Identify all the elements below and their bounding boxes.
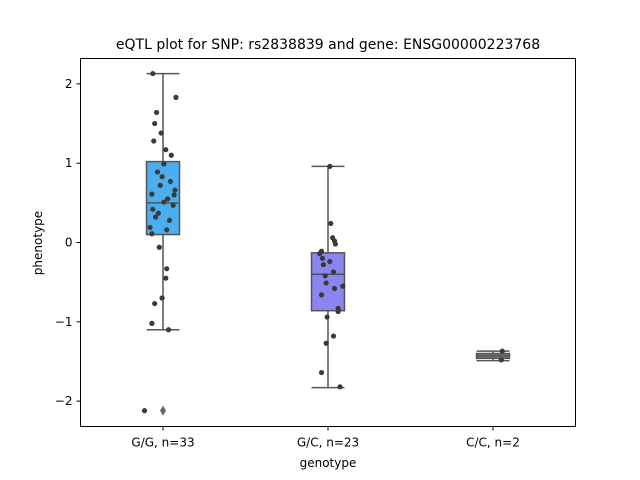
data-point [327,258,333,265]
y-tick-label: 2 [65,77,73,91]
data-point [330,269,337,275]
data-point [161,199,167,205]
data-point [159,295,165,301]
y-tick-label: −2 [55,394,73,408]
data-point [163,147,169,153]
data-point [340,283,346,289]
data-point [163,275,169,281]
data-point [164,227,170,233]
data-point [331,285,338,292]
data-point [153,109,160,116]
data-point [327,163,333,169]
data-point [150,70,156,77]
x-tick-label: G/G, n=33 [131,436,194,450]
data-point [141,408,148,414]
data-point [319,255,326,261]
data-point [156,244,162,250]
data-point [166,217,173,223]
data-point [164,266,170,272]
data-point [161,161,167,167]
outlier-marker [160,405,166,416]
data-point [323,280,329,286]
data-point [167,178,173,185]
data-point [324,314,330,320]
data-point [150,206,156,212]
data-point [154,169,161,175]
data-point [158,130,164,136]
data-point [149,320,155,326]
data-point [149,231,155,237]
data-point [318,369,325,376]
data-point [173,94,179,100]
data-point [323,340,329,346]
plot-area [141,70,511,416]
box-group-1 [141,70,181,416]
data-point [318,292,325,298]
y-tick-label: 1 [65,156,73,170]
y-axis-label: phenotype [31,211,45,275]
data-point [171,192,177,198]
data-point [332,241,338,247]
data-point [149,191,155,197]
data-point [152,120,158,127]
data-point [498,357,504,363]
data-point [165,196,171,202]
data-point [151,138,157,144]
data-point [499,348,505,354]
x-tick-label: C/C, n=2 [466,436,520,450]
x-axis-label: genotype [300,456,357,470]
data-point [320,262,326,268]
axes: 2 1 0 −1 −2 G/G, n=33 G/C, n=23 C/C, n=2 [55,77,520,450]
chart-title: eQTL plot for SNP: rs2838839 and gene: E… [116,37,540,53]
data-point [172,187,178,193]
data-point [147,224,153,231]
box-group-2 [310,163,346,390]
data-point [328,220,334,227]
y-tick-label: 0 [65,236,73,250]
data-point [152,300,158,307]
iqr-box [145,160,181,236]
data-point [337,384,343,390]
x-tick-label: G/C, n=23 [297,436,359,450]
data-point [157,182,163,188]
data-point [330,333,337,339]
y-tick-label: −1 [55,315,73,329]
data-point [153,214,159,220]
data-point [322,273,328,279]
data-point [170,202,176,208]
data-point [155,210,161,216]
data-point [335,308,341,315]
data-point [159,174,165,180]
data-point [165,327,172,333]
data-point [168,152,174,158]
data-point [317,251,323,257]
box-group-3 [475,348,511,363]
